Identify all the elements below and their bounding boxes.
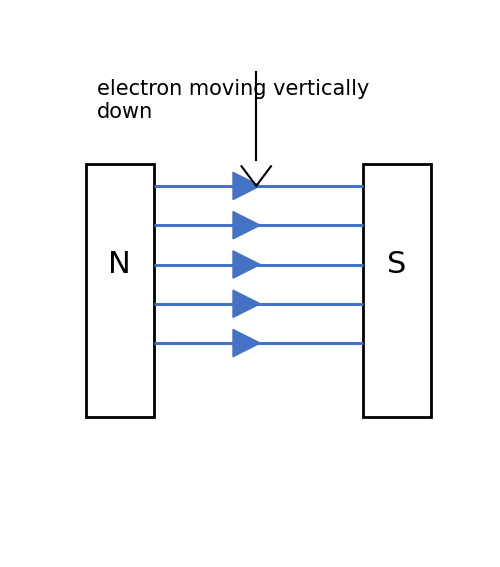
FancyArrow shape (233, 290, 260, 318)
Text: S: S (387, 250, 406, 279)
Text: N: N (108, 250, 131, 279)
Bar (363, 164, 430, 417)
Bar (86, 164, 154, 417)
FancyArrow shape (233, 251, 260, 278)
FancyArrow shape (233, 172, 260, 200)
FancyArrow shape (233, 329, 260, 357)
FancyArrow shape (233, 211, 260, 239)
Text: electron moving vertically
down: electron moving vertically down (98, 79, 370, 122)
